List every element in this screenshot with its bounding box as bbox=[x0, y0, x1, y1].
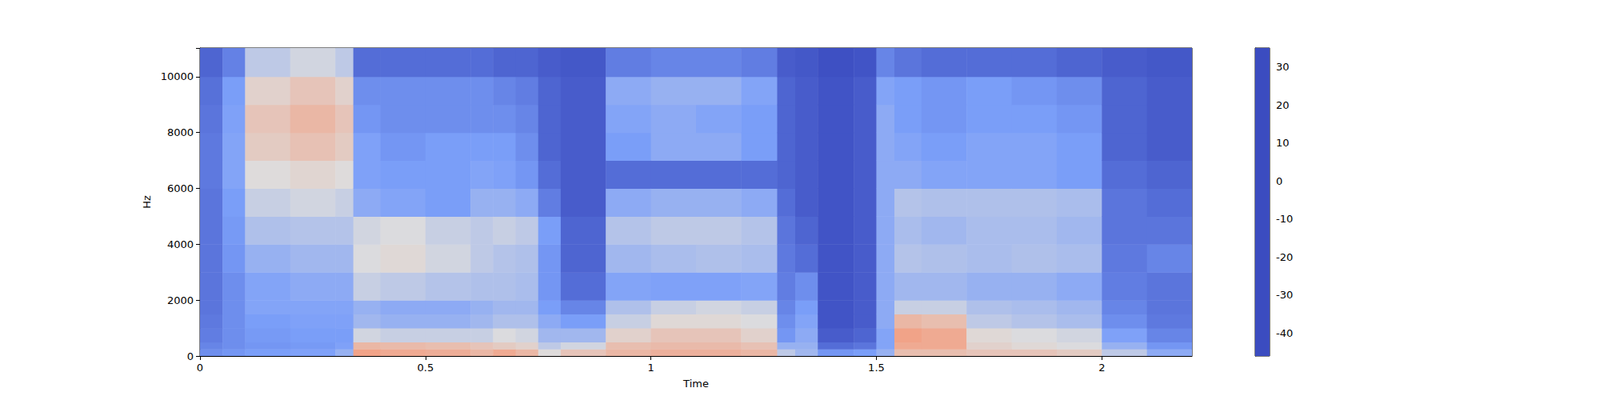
svg-text:10: 10 bbox=[1276, 136, 1290, 149]
svg-text:6000: 6000 bbox=[167, 182, 194, 195]
svg-text:4000: 4000 bbox=[167, 238, 194, 251]
svg-text:2000: 2000 bbox=[167, 294, 194, 307]
svg-text:0: 0 bbox=[1276, 175, 1283, 188]
svg-text:Hz: Hz bbox=[140, 195, 153, 209]
svg-text:30: 30 bbox=[1276, 60, 1290, 73]
svg-text:-30: -30 bbox=[1276, 288, 1293, 301]
svg-text:20: 20 bbox=[1276, 99, 1290, 112]
svg-text:-40: -40 bbox=[1276, 327, 1293, 340]
svg-text:10000: 10000 bbox=[160, 70, 194, 83]
svg-text:1.5: 1.5 bbox=[868, 361, 885, 374]
svg-text:0.5: 0.5 bbox=[416, 361, 434, 374]
svg-text:8000: 8000 bbox=[167, 126, 194, 139]
svg-text:Time: Time bbox=[682, 377, 709, 390]
svg-text:0: 0 bbox=[196, 361, 204, 374]
svg-text:-20: -20 bbox=[1276, 251, 1293, 264]
svg-text:-10: -10 bbox=[1276, 212, 1293, 225]
svg-text:1: 1 bbox=[647, 361, 654, 374]
svg-text:2: 2 bbox=[1098, 361, 1105, 374]
svg-text:0: 0 bbox=[187, 350, 194, 363]
